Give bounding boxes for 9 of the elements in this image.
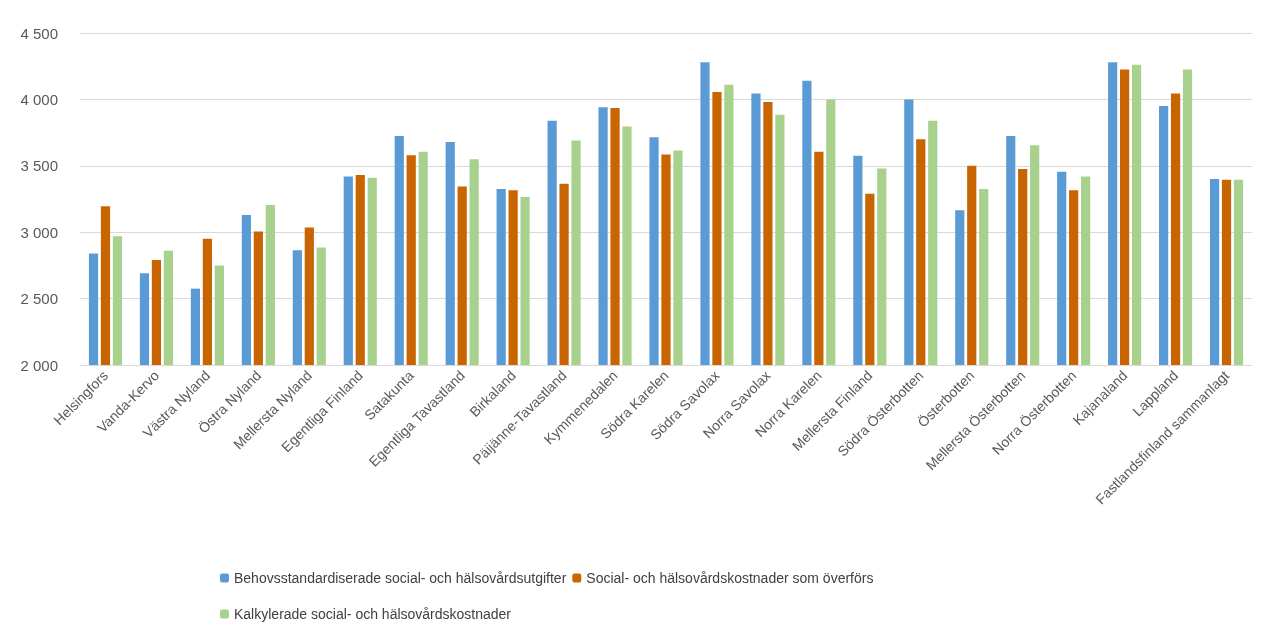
legend-label: Kalkylerade social- och hälsovårdskostnader [234, 606, 512, 622]
y-tick-label: 4 500 [20, 24, 58, 42]
y-tick-label: 3 000 [20, 223, 58, 241]
y-tick-label: 2 500 [20, 290, 58, 308]
y-tick-label: 3 500 [20, 157, 58, 175]
legend-label: Behovsstandardiserade social- och hälsovårdsutgifter [234, 570, 567, 586]
legend-label: Social- och hälsovårdskostnader som överförs [586, 570, 874, 586]
y-tick-label: 4 000 [20, 90, 58, 108]
y-tick-label: 2 000 [20, 356, 58, 374]
